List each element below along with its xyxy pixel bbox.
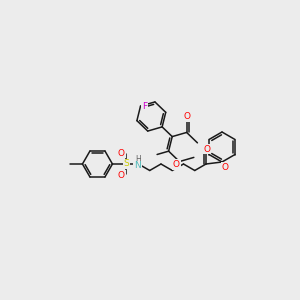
Text: O: O [118,148,125,158]
Text: O: O [221,163,229,172]
Text: S: S [124,160,129,169]
Text: O: O [203,145,211,154]
Text: N: N [134,161,141,170]
Text: H: H [136,155,141,164]
Text: O: O [118,170,125,179]
Text: O: O [183,112,190,121]
Text: O: O [173,160,180,169]
Text: F: F [142,102,147,111]
